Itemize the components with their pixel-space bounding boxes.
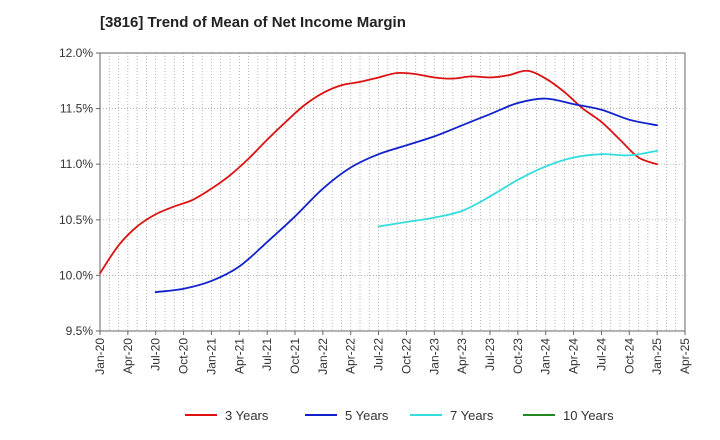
x-tick-label: Jan-20: [93, 338, 107, 375]
x-tick-label: Oct-23: [511, 338, 525, 374]
plot-area: [100, 53, 685, 331]
x-tick-label: Jan-22: [316, 338, 330, 375]
x-tick-label: Apr-21: [232, 338, 246, 374]
x-tick-label: Jan-25: [650, 338, 664, 375]
x-tick-label: Jan-21: [204, 338, 218, 375]
y-tick-label: 10.5%: [59, 213, 93, 227]
x-tick-label: Jul-21: [260, 338, 274, 371]
series-line-7-years: [377, 149, 659, 228]
x-tick-label: Jul-23: [483, 338, 497, 371]
series-line-3-years: [99, 69, 659, 275]
x-tick-label: Oct-22: [399, 338, 413, 374]
chart-title: [3816] Trend of Mean of Net Income Margi…: [100, 14, 406, 31]
plot-border: [99, 52, 686, 332]
x-tick-label: Apr-22: [344, 338, 358, 374]
x-tick-label: Apr-20: [121, 338, 135, 374]
y-tick-label: 11.0%: [60, 157, 93, 171]
x-tick-label: Jan-24: [539, 338, 553, 375]
series-line-5-years: [154, 97, 659, 293]
legend-label-3-years: 3 Years: [225, 408, 269, 423]
x-tick-label: Jul-20: [149, 338, 163, 371]
y-tick-label: 11.5%: [60, 102, 93, 116]
x-tick-label: Oct-20: [177, 338, 191, 374]
x-tick-label: Jan-23: [427, 338, 441, 375]
y-tick-label: 10.0%: [59, 268, 93, 282]
x-tick-label: Oct-21: [288, 338, 302, 374]
x-tick-label: Apr-23: [455, 338, 469, 374]
legend-label-10-years: 10 Years: [563, 408, 614, 423]
legend-label-5-years: 5 Years: [345, 408, 389, 423]
legend-label-7-years: 7 Years: [450, 408, 494, 423]
x-tick-label: Jul-22: [372, 338, 386, 371]
y-tick-label: 12.0%: [59, 46, 93, 60]
x-tick-label: Jul-24: [594, 338, 608, 371]
x-tick-label: Apr-25: [678, 338, 692, 374]
y-tick-label: 9.5%: [66, 324, 94, 338]
x-tick-label: Apr-24: [567, 338, 581, 374]
x-tick-label: Oct-24: [622, 338, 636, 374]
